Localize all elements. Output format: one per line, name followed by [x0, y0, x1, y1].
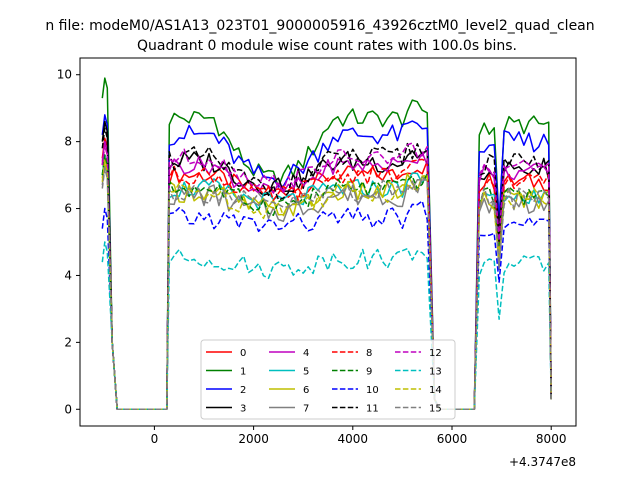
- y-tick-label: 2: [64, 335, 72, 349]
- plot-lines: [101, 77, 552, 411]
- series-line-2: [101, 114, 552, 411]
- series-line-6: [101, 157, 552, 411]
- x-tick-label: 2000: [238, 432, 269, 446]
- y-axis: 0 2 4 6 8 10: [57, 68, 80, 416]
- legend-label-14: 14: [429, 385, 442, 396]
- series-line-15: [101, 167, 552, 411]
- x-axis: 0 2000 4000 6000 8000: [151, 426, 567, 446]
- x-tick-label: 6000: [437, 432, 468, 446]
- legend-label-11: 11: [366, 404, 379, 415]
- legend-label-13: 13: [429, 367, 442, 378]
- x-tick-label: 8000: [536, 432, 567, 446]
- legend-label-10: 10: [366, 385, 379, 396]
- series-line-5: [101, 154, 552, 411]
- legend-label-2: 2: [240, 385, 246, 396]
- legend-label-12: 12: [429, 348, 442, 359]
- figure-suptitle: n file: modeM0/AS1A13_023T01_9000005916_…: [45, 18, 594, 34]
- legend-label-5: 5: [303, 367, 309, 378]
- legend-label-0: 0: [240, 348, 246, 359]
- legend-box: [200, 339, 456, 420]
- y-tick-label: 6: [64, 202, 72, 216]
- legend-label-15: 15: [429, 404, 442, 415]
- y-tick-label: 8: [64, 135, 72, 149]
- legend-label-1: 1: [240, 367, 246, 378]
- series-line-1: [101, 77, 552, 411]
- series-line-12: [101, 142, 552, 411]
- legend-label-6: 6: [303, 385, 309, 396]
- y-tick-label: 4: [64, 268, 72, 282]
- series-line-11: [101, 127, 552, 411]
- legend-label-9: 9: [366, 367, 372, 378]
- legend-label-4: 4: [303, 348, 309, 359]
- series-line-10: [101, 200, 552, 411]
- axes-frame: [79, 57, 577, 427]
- legend-label-8: 8: [366, 348, 372, 359]
- x-tick-label: 0: [151, 432, 159, 446]
- y-tick-label: 10: [57, 68, 72, 82]
- x-offset-label: +4.3747e8: [509, 455, 576, 469]
- y-tick-label: 0: [64, 402, 72, 416]
- series-line-13: [101, 241, 552, 411]
- legend-label-3: 3: [240, 404, 246, 415]
- chart-title: Quadrant 0 module wise count rates with …: [137, 38, 517, 54]
- x-tick-label: 4000: [338, 432, 369, 446]
- legend-label-7: 7: [303, 404, 309, 415]
- series-line-8: [101, 144, 552, 411]
